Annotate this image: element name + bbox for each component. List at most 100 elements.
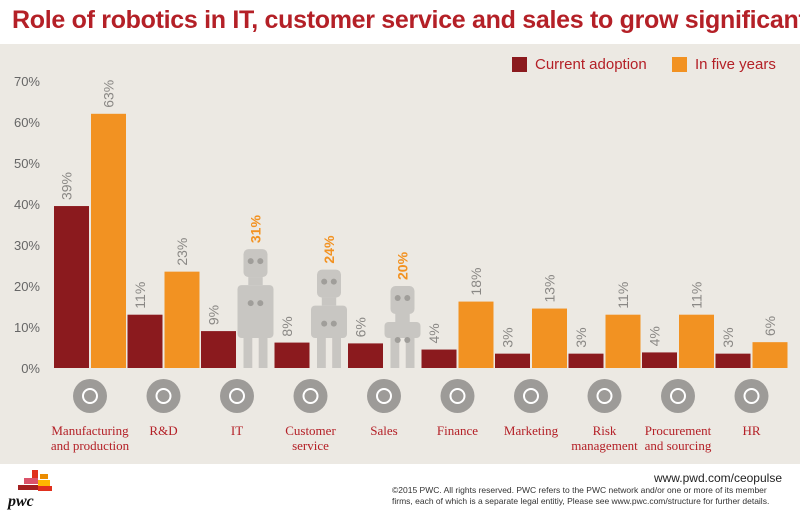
category-label: Procurement [645,423,712,438]
bar-current [274,342,310,368]
y-tick-label: 20% [14,279,40,294]
data-label-future: 18% [468,268,484,296]
magnifier-icon [661,379,695,413]
robot-neck [321,297,337,306]
bar-current [642,352,677,368]
legend-current-swatch [512,56,527,72]
data-label-future: 24% [321,235,337,264]
category-label: Marketing [504,423,559,438]
microscope-icon-glyph [155,388,172,404]
category-label: service [292,438,329,453]
robot-figure [237,249,274,368]
pwc-logo-icon [18,470,52,491]
robot-leg [317,338,326,368]
category-label: HR [742,423,760,438]
robot-neck [248,277,263,286]
magnifier-icon-glyph [670,388,686,404]
speech-bubbles-icon-glyph [523,388,539,404]
robot-body [311,305,347,338]
robot-eye [394,295,401,301]
y-tick-label: 30% [14,238,40,253]
robot-head [390,286,415,314]
data-label-current: 3% [500,327,516,347]
bar-future [91,113,126,368]
category-label: R&D [149,423,177,438]
handshake-icon-glyph [302,388,319,404]
data-label-current: 39% [59,172,75,200]
footer-note: ©2015 PWC. All rights reserved. PWC refe… [392,485,770,506]
bar-future [164,271,200,368]
logo-text: pwc [8,493,34,510]
bar-future [679,314,714,368]
warning-icon-glyph [596,388,613,404]
legend-current: Current adoption [512,54,647,74]
bar-current [201,331,236,368]
robot-head [317,269,341,298]
robot-eye [330,278,337,285]
speech-bubbles-icon [514,379,548,413]
microscope-icon [146,379,181,413]
money-icon [367,379,401,413]
robot-leg [258,338,268,368]
laptop-icon-glyph [229,388,245,404]
category-label: and production [51,438,130,453]
bar-current [127,314,163,368]
category-label: Risk [593,423,617,438]
data-label-future: 11% [615,282,631,309]
robot-button [321,320,328,327]
conveyor-icon [73,379,107,413]
category-label: and sourcing [645,438,712,453]
footer-url[interactable]: www.pwd.com/ceopulse [653,471,782,485]
legend-future-swatch [672,56,687,72]
data-label-current: 3% [573,327,589,347]
category-label: management [571,438,638,453]
y-tick-label: 60% [14,115,40,130]
robot-button [247,300,254,307]
category-label: IT [231,423,243,438]
y-tick-label: 70% [14,74,40,89]
credit-card-icon-glyph [449,388,466,404]
data-label-current: 4% [647,326,663,346]
bar-future [532,308,567,368]
data-label-current: 3% [720,327,736,347]
robot-button [257,300,264,307]
robot-body [384,322,421,338]
bar-current [495,353,530,368]
people-icon-glyph [743,388,760,404]
data-label-current: 4% [426,323,442,343]
y-tick-label: 50% [14,156,40,171]
robot-button [404,337,411,343]
laptop-icon [220,379,254,413]
data-label-current: 11% [132,282,148,309]
category-label: Finance [437,423,478,438]
y-tick-label: 0% [21,361,40,376]
robot-leg [243,338,253,368]
data-label-future: 63% [101,80,117,108]
bar-current [715,353,751,368]
robot-eye [247,258,254,265]
bar-future [752,342,788,368]
robot-body [237,285,274,338]
bar-chart: 0% 10% 20% 30% 40% 50% 60% 70% 39% 63% Manufacturi… [14,74,788,453]
legend-future-label: In five years [695,55,776,73]
robot-head [243,249,268,278]
data-label-future: 6% [762,316,778,336]
bar-future [605,314,641,368]
bar-current [421,349,457,368]
data-label-current: 9% [206,305,222,325]
data-label-current: 8% [279,316,295,336]
data-label-future: 31% [248,215,264,244]
robot-eye [321,278,328,285]
y-tick-label: 40% [14,197,40,212]
bar-future [458,301,494,368]
bar-current [568,353,604,368]
robot-figure [384,286,421,368]
robot-figure [311,269,347,368]
chart-title: Role of robotics in IT, customer service… [12,6,800,34]
data-label-future: 23% [174,238,190,266]
data-label-current: 6% [353,317,369,337]
robot-neck [395,314,410,322]
handshake-icon [293,379,328,413]
legend-current-label: Current adoption [535,55,647,73]
warning-icon [587,379,622,413]
